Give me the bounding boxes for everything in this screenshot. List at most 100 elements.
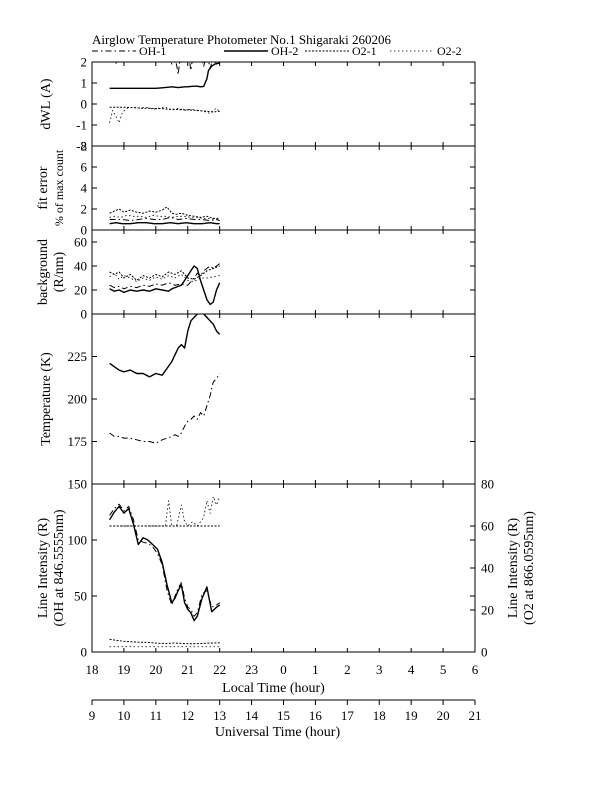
y-tick-label: 50 xyxy=(74,589,87,604)
y-tick-label: 0 xyxy=(81,307,88,322)
y-axis-label: (OH at 846.5555nm) xyxy=(52,509,67,626)
x-tick-label-local: 20 xyxy=(149,662,162,677)
series-group xyxy=(109,62,221,124)
y-tick-label: 60 xyxy=(74,235,87,250)
series-group xyxy=(109,263,221,306)
series-line-oh-2 xyxy=(109,221,220,225)
y-tick-label: 225 xyxy=(68,349,88,364)
panel-fit-error: 0 2 4 6 8 fit error% of max count xyxy=(36,139,476,238)
y-tick-label: 8 xyxy=(81,139,88,154)
series-group xyxy=(109,314,221,444)
y-right-tick-label: 60 xyxy=(481,519,494,534)
x-tick-label-ut: 21 xyxy=(469,708,482,723)
x-tick-label-ut: 13 xyxy=(213,708,226,723)
x-tick-label-local: 0 xyxy=(280,662,287,677)
x-tick-label-ut: 19 xyxy=(405,708,418,723)
series-line-o2-2 xyxy=(109,106,221,124)
y-tick-label: 0 xyxy=(81,645,88,660)
series-line-oh-1 xyxy=(109,503,220,617)
y-tick-label: -1 xyxy=(76,118,87,133)
y-right-tick-label: 20 xyxy=(481,603,494,618)
legend-label-oh-2: OH-2 xyxy=(271,44,298,58)
series-line-oh-2 xyxy=(109,314,221,378)
y-tick-label: -2 xyxy=(76,139,87,154)
x-tick-label-ut: 15 xyxy=(277,708,290,723)
x-tick-label-local: 4 xyxy=(408,662,415,677)
chart-title: Airglow Temperature Photometer No.1 Shig… xyxy=(92,32,392,47)
legend-label-o2-2: O2-2 xyxy=(437,44,462,58)
series-line-oh-2 xyxy=(109,265,221,306)
series-line-oh-1 xyxy=(114,62,219,76)
y-right-tick-label: 40 xyxy=(481,561,494,576)
legend-label-o2-1: O2-1 xyxy=(352,44,377,58)
x-tick-label-ut: 17 xyxy=(341,708,355,723)
panel-background: 0 20 40 60 background (R/nm) xyxy=(36,229,476,322)
series-line-oh-1 xyxy=(109,373,221,444)
y-tick-label: 0 xyxy=(81,223,88,238)
x-tick-label-ut: 10 xyxy=(117,708,130,723)
x-tick-label-ut: 14 xyxy=(245,708,259,723)
x-tick-label-ut: 12 xyxy=(181,708,194,723)
x-tick-label-local: 23 xyxy=(245,662,258,677)
y-axis-label: Temperature (K) xyxy=(39,352,54,446)
x-tick-label-local: 18 xyxy=(86,662,99,677)
y-tick-label: 0 xyxy=(81,97,88,112)
y-right-tick-label: 0 xyxy=(481,645,488,660)
x-tick-label-local: 21 xyxy=(181,662,194,677)
x-tick-label-local: 2 xyxy=(344,662,351,677)
series-line-oh-2 xyxy=(109,62,220,90)
panel-temperature: 175 200 225 Temperature (K) xyxy=(39,313,476,485)
panel-dwl: -2 -1 0 1 2 dWL (A) xyxy=(39,55,476,154)
y-tick-label: 4 xyxy=(81,181,88,196)
series-line-oh-1 xyxy=(109,216,220,222)
x-tick-label-local: 3 xyxy=(376,662,383,677)
y-tick-label: 20 xyxy=(74,283,87,298)
series-line-o2-1 xyxy=(109,206,220,219)
legend: OH-1 OH-2 O2-1 O2-2 xyxy=(92,44,462,58)
y-tick-label: 2 xyxy=(81,55,88,70)
x-tick-label-ut: 20 xyxy=(437,708,450,723)
y-tick-label: 6 xyxy=(81,160,88,175)
series-line-oh-1 xyxy=(109,263,220,290)
y-tick-label: 175 xyxy=(68,434,88,449)
x-tick-label-local: 6 xyxy=(472,662,479,677)
y-axis-label: Line Intensity (R) xyxy=(36,518,51,619)
y-tick-label: 100 xyxy=(68,533,88,548)
x-axis-label-local: Local Time (hour) xyxy=(222,681,325,696)
y-tick-label: 2 xyxy=(81,202,88,217)
y-axis-label: background xyxy=(36,239,51,305)
x-tick-label-ut: 9 xyxy=(89,708,96,723)
series-line-o2-2 xyxy=(109,214,220,220)
x-tick-label-local: 22 xyxy=(213,662,226,677)
y-tick-label: 40 xyxy=(74,259,87,274)
panel-frame xyxy=(91,229,476,315)
series-line-o2-1 xyxy=(109,265,220,281)
y-tick-label: 200 xyxy=(68,392,88,407)
y-tick-label: 1 xyxy=(81,76,88,91)
series-line-o2-1 xyxy=(109,106,220,113)
x-tick-label-local: 19 xyxy=(117,662,130,677)
panel-frame xyxy=(91,61,476,147)
series-group xyxy=(109,206,220,225)
legend-label-oh-1: OH-1 xyxy=(139,44,166,58)
series-group xyxy=(109,496,221,648)
panel-frame xyxy=(91,483,476,653)
panel-frame xyxy=(91,145,476,231)
y-axis-label-right: (O2 at 866.0595nm) xyxy=(522,511,537,625)
y-axis-label: fit error xyxy=(36,166,51,209)
panels: -2 -1 0 1 2 dWL (A) 0 2 4 6 8 fit error% of max cou… xyxy=(36,55,537,660)
series-line-o2-1 xyxy=(109,638,220,645)
x-tick-label-ut: 11 xyxy=(150,708,163,723)
x-tick-label-ut: 16 xyxy=(309,708,323,723)
panel-frame xyxy=(91,313,476,485)
y-axis-label: % of max count xyxy=(52,149,66,226)
x-tick-label-local: 1 xyxy=(312,662,319,677)
y-axis-label: dWL (A) xyxy=(39,78,54,130)
x-tick-label-ut: 18 xyxy=(373,708,386,723)
y-tick-label: 150 xyxy=(68,477,88,492)
x-axis-label-ut: Universal Time (hour) xyxy=(215,725,341,740)
y-axis-label-right: Line Intensity (R) xyxy=(506,518,521,619)
series-line-oh-2 xyxy=(109,505,221,622)
